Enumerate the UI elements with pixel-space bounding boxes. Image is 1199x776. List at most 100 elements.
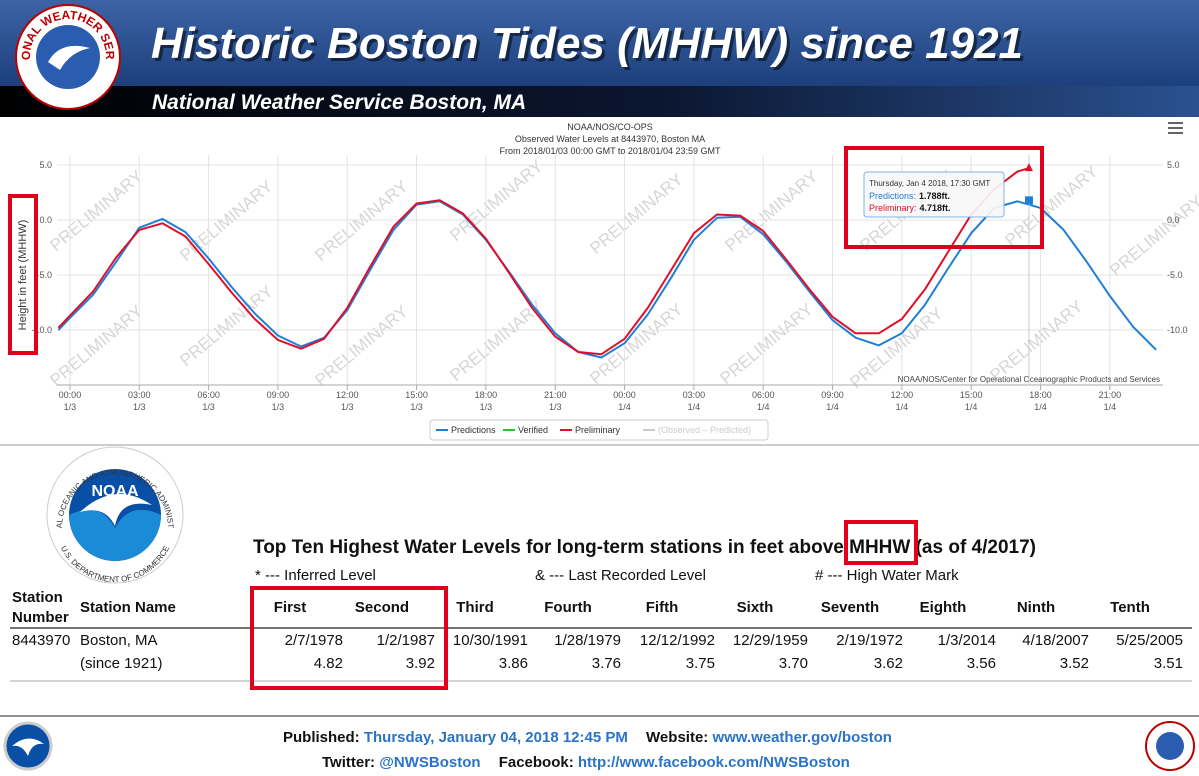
x-tick-label: 15:00 xyxy=(960,390,983,400)
footer-link[interactable]: www.weather.gov/boston xyxy=(711,729,891,746)
footer-label: Facebook: xyxy=(499,754,574,771)
table-level: 3.62 xyxy=(874,655,903,672)
tooltip-item: Preliminary: 4.718ft. xyxy=(869,203,951,213)
x-tick-label: 03:00 xyxy=(683,390,706,400)
table-date: 2/19/1972 xyxy=(836,632,903,649)
x-tick-sublabel: 1/4 xyxy=(965,402,978,412)
chart: NOAA/NOS/CO-OPS Observed Water Levels at … xyxy=(17,122,1199,441)
legend-label[interactable]: Preliminary xyxy=(575,425,621,435)
x-tick-sublabel: 1/3 xyxy=(64,402,77,412)
x-tick-label: 12:00 xyxy=(891,390,914,400)
x-tick-sublabel: 1/3 xyxy=(202,402,215,412)
table-header: Second xyxy=(355,599,409,616)
x-tick-label: 00:00 xyxy=(59,390,82,400)
subtitle: National Weather Service Boston, MA xyxy=(152,91,526,114)
table-note: & --- Last Recorded Level xyxy=(535,567,706,584)
x-tick-label: 06:00 xyxy=(197,390,220,400)
y-tick-label: 0.0 xyxy=(39,215,52,225)
legend-item[interactable]: Preliminary xyxy=(560,425,621,435)
watermark: PRELIMINARY xyxy=(46,167,146,255)
footer-label: Website: xyxy=(646,729,708,746)
watermark: PRELIMINARY xyxy=(311,302,411,390)
footer-nws-logo-inner xyxy=(1156,732,1184,760)
watermark: PRELIMINARY xyxy=(716,300,816,388)
x-tick-label: 00:00 xyxy=(613,390,636,400)
table-note: * --- Inferred Level xyxy=(255,567,376,584)
highlight-box xyxy=(844,520,918,565)
x-tick-sublabel: 1/4 xyxy=(1034,402,1047,412)
footer-link[interactable]: http://www.facebook.com/NWSBoston xyxy=(578,754,850,771)
table-level: 3.70 xyxy=(779,655,808,672)
watermark: PRELIMINARY xyxy=(46,302,146,390)
legend-item[interactable]: Verified xyxy=(503,425,548,435)
table-columns: First Second Third Fourth Fifth Sixth Seventh E… xyxy=(274,599,1183,672)
watermark: PRELIMINARY xyxy=(176,177,276,265)
x-tick-sublabel: 1/4 xyxy=(826,402,839,412)
highlights xyxy=(8,146,1044,690)
table-level: 3.76 xyxy=(592,655,621,672)
table-header: First xyxy=(274,599,307,616)
x-tick-label: 09:00 xyxy=(267,390,290,400)
tooltip-marker xyxy=(1024,163,1033,172)
x-tick-sublabel: 1/3 xyxy=(341,402,354,412)
x-tick-label: 15:00 xyxy=(405,390,428,400)
noaa-logo-bird xyxy=(80,494,152,526)
x-tick-label: 06:00 xyxy=(752,390,775,400)
table-level: 3.51 xyxy=(1154,655,1183,672)
station-since: (since 1921) xyxy=(80,655,163,672)
watermark: PRELIMINARY xyxy=(586,300,686,388)
series-line xyxy=(57,167,1030,356)
watermark: PRELIMINARY xyxy=(446,157,546,245)
menu-bar[interactable] xyxy=(1168,122,1183,124)
table-date: 1/28/1979 xyxy=(554,632,621,649)
table-date: 1/2/1987 xyxy=(377,632,435,649)
menu-icon[interactable] xyxy=(1168,122,1183,134)
y-tick-label: -10.0 xyxy=(31,325,52,335)
y-axis-label: Height in feet (MHHW) xyxy=(17,220,29,331)
x-tick-sublabel: 1/3 xyxy=(133,402,146,412)
legend-label[interactable]: Verified xyxy=(518,425,548,435)
table-date: 12/29/1959 xyxy=(733,632,808,649)
watermark: PRELIMINARY xyxy=(446,297,546,385)
chart-title: NOAA/NOS/CO-OPS xyxy=(567,122,653,132)
x-tick-sublabel: 1/3 xyxy=(549,402,562,412)
y2-tick-label: -5.0 xyxy=(1167,270,1183,280)
title-shadow: Historic Boston Tides (MHHW) since 1921 xyxy=(154,22,1026,71)
x-tick-sublabel: 1/4 xyxy=(757,402,770,412)
chart-subtitle: From 2018/01/03 00:00 GMT to 2018/01/04 … xyxy=(500,146,721,156)
table-header: Fourth xyxy=(544,599,591,616)
header-bg xyxy=(0,0,1199,86)
footer-line: Published: Thursday, January 04, 2018 12… xyxy=(283,729,892,746)
legend-label[interactable]: Predictions xyxy=(451,425,496,435)
legend-item[interactable]: (Observed – Predicted) xyxy=(643,425,751,435)
watermark: PRELIMINARY xyxy=(1001,162,1101,250)
y2-tick-label: -10.0 xyxy=(1167,325,1188,335)
highlight-box xyxy=(250,586,448,690)
footer-line: Twitter: @NWSBoston Facebook: http://www… xyxy=(322,754,850,771)
table-date: 1/3/2014 xyxy=(938,632,996,649)
tooltip-value: 1.788ft. xyxy=(919,191,950,201)
table-header: Station Name xyxy=(80,599,176,616)
tooltip-title: Thursday, Jan 4 2018, 17:30 GMT xyxy=(869,179,990,188)
x-tick-label: 12:00 xyxy=(336,390,359,400)
nws-logo-bird xyxy=(48,45,90,70)
menu-bar[interactable] xyxy=(1168,127,1183,129)
watermark: PRELIMINARY xyxy=(1106,192,1199,280)
legend-box xyxy=(429,419,769,441)
tooltip-name: Preliminary: xyxy=(869,203,917,213)
legend-label[interactable]: (Observed – Predicted) xyxy=(658,425,751,435)
x-tick-sublabel: 1/3 xyxy=(272,402,285,412)
x-tick-sublabel: 1/3 xyxy=(410,402,423,412)
y2-tick-label: 5.0 xyxy=(1167,160,1180,170)
table-date: 2/7/1978 xyxy=(285,632,343,649)
x-tick-label: 03:00 xyxy=(128,390,151,400)
menu-bar[interactable] xyxy=(1168,132,1183,134)
highlight-box xyxy=(844,146,1044,249)
table-header: Third xyxy=(456,599,494,616)
footer-link[interactable]: @NWSBoston xyxy=(379,754,480,771)
title: Historic Boston Tides (MHHW) since 1921 xyxy=(151,19,1023,68)
footer-noaa-bird xyxy=(12,738,44,756)
legend-item[interactable]: Predictions xyxy=(436,425,496,435)
noaa-logo-center: NOAA xyxy=(91,483,139,500)
